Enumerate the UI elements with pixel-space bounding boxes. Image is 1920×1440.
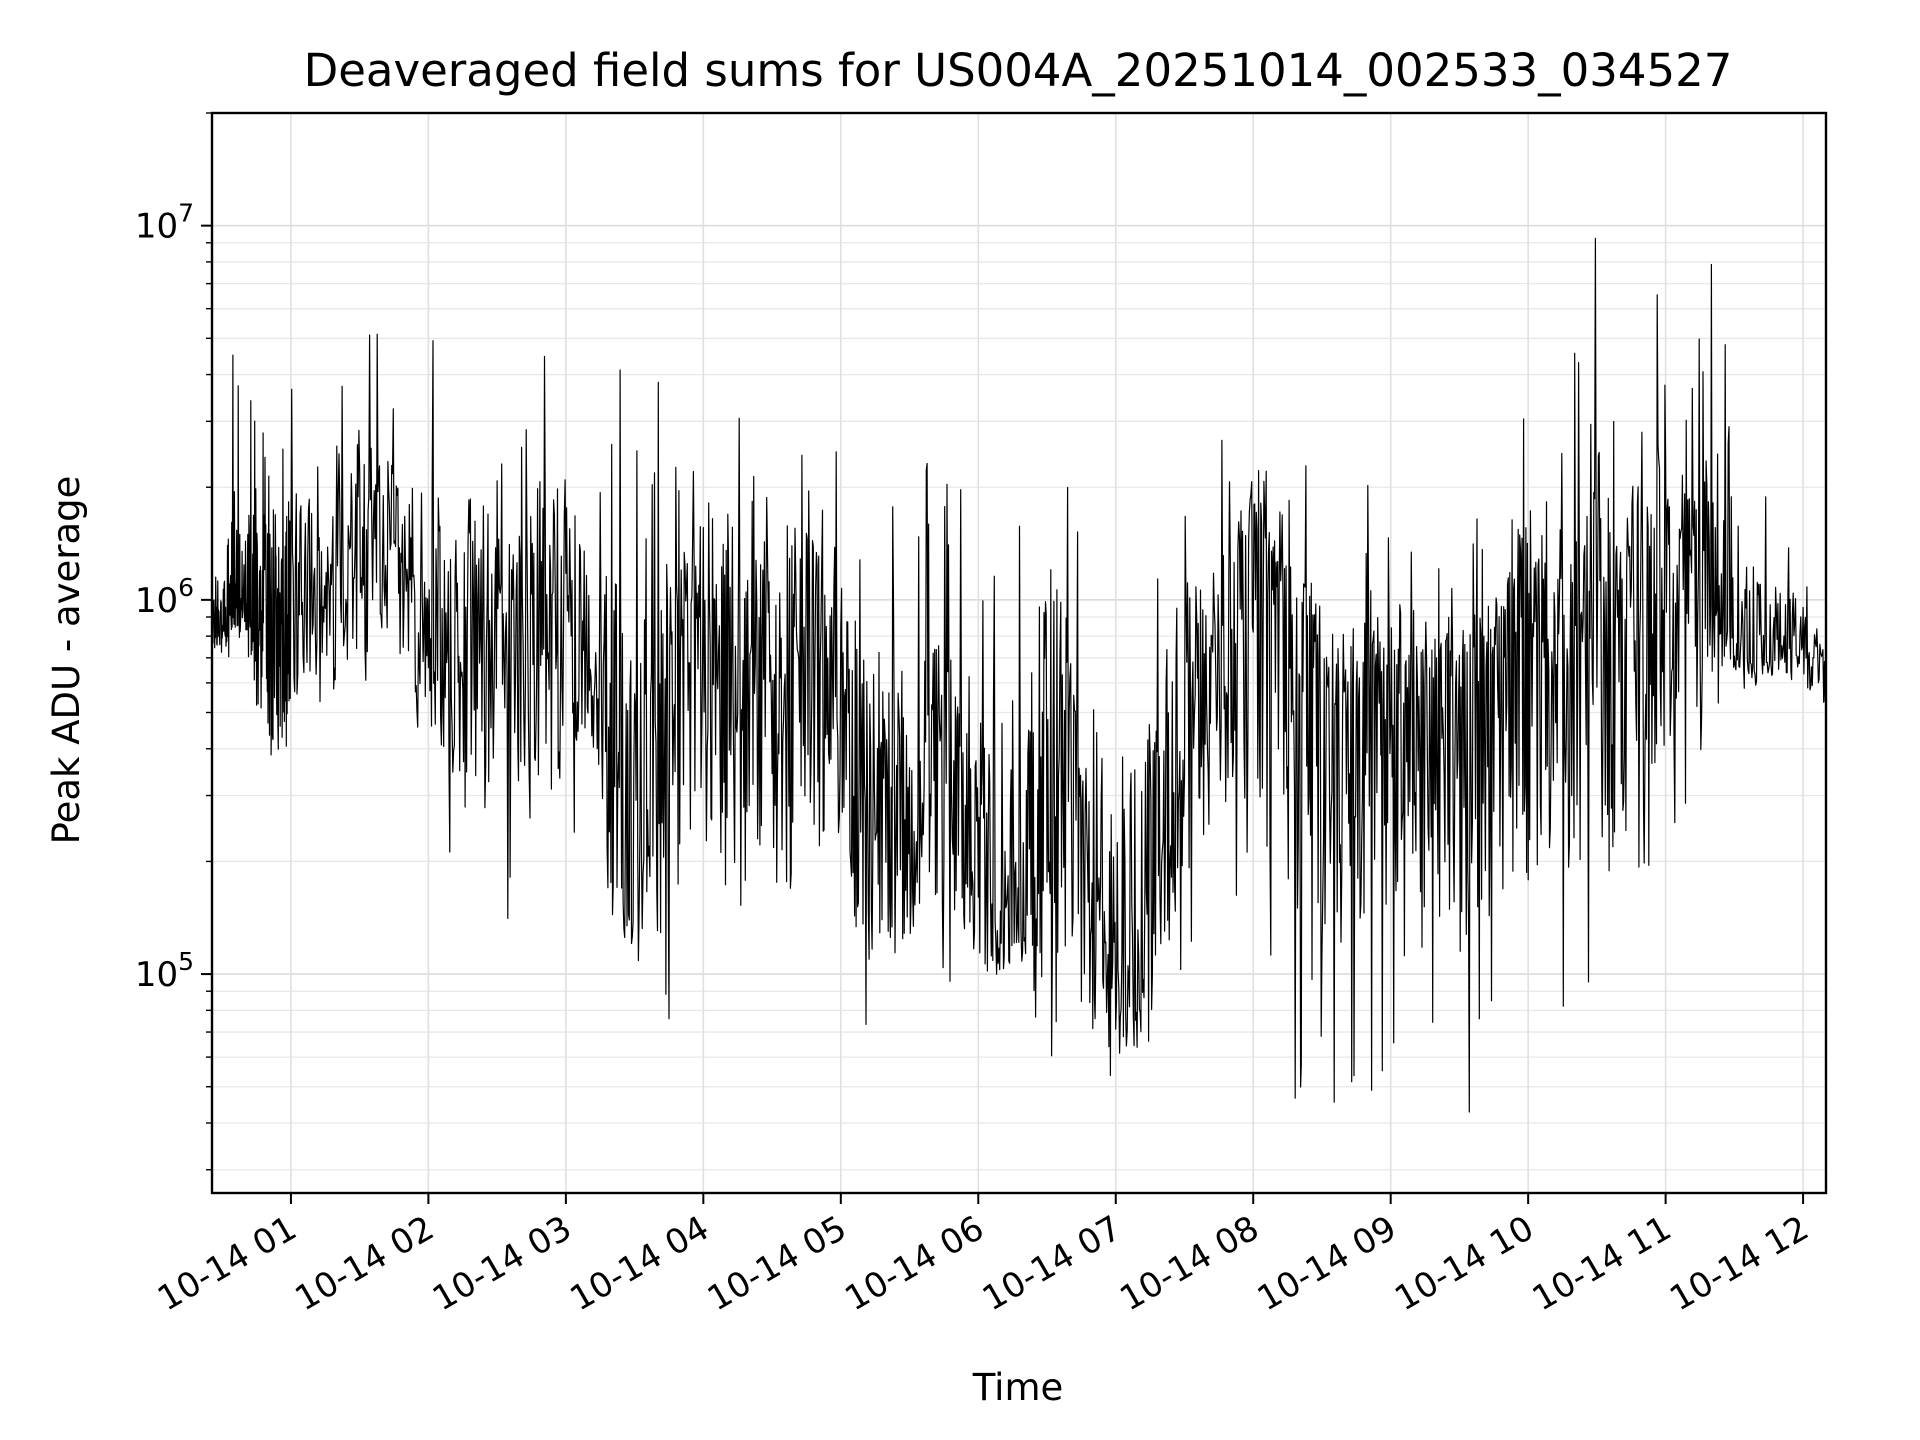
y-tick-label: 106 [135, 573, 194, 621]
plot-area-frame [210, 111, 1828, 1195]
y-axis-ticks: 105 106 107 [135, 112, 212, 1171]
chart-title: Deaveraged field sums for US004A_2025101… [304, 44, 1733, 97]
series-line [211, 237, 1827, 1113]
x-axis-label: Time [972, 1366, 1064, 1409]
y-tick-label: 107 [135, 199, 194, 247]
y-axis-label: Peak ADU - average [45, 476, 88, 845]
y-tick-label: 105 [135, 947, 194, 995]
series-layer [211, 237, 1827, 1113]
